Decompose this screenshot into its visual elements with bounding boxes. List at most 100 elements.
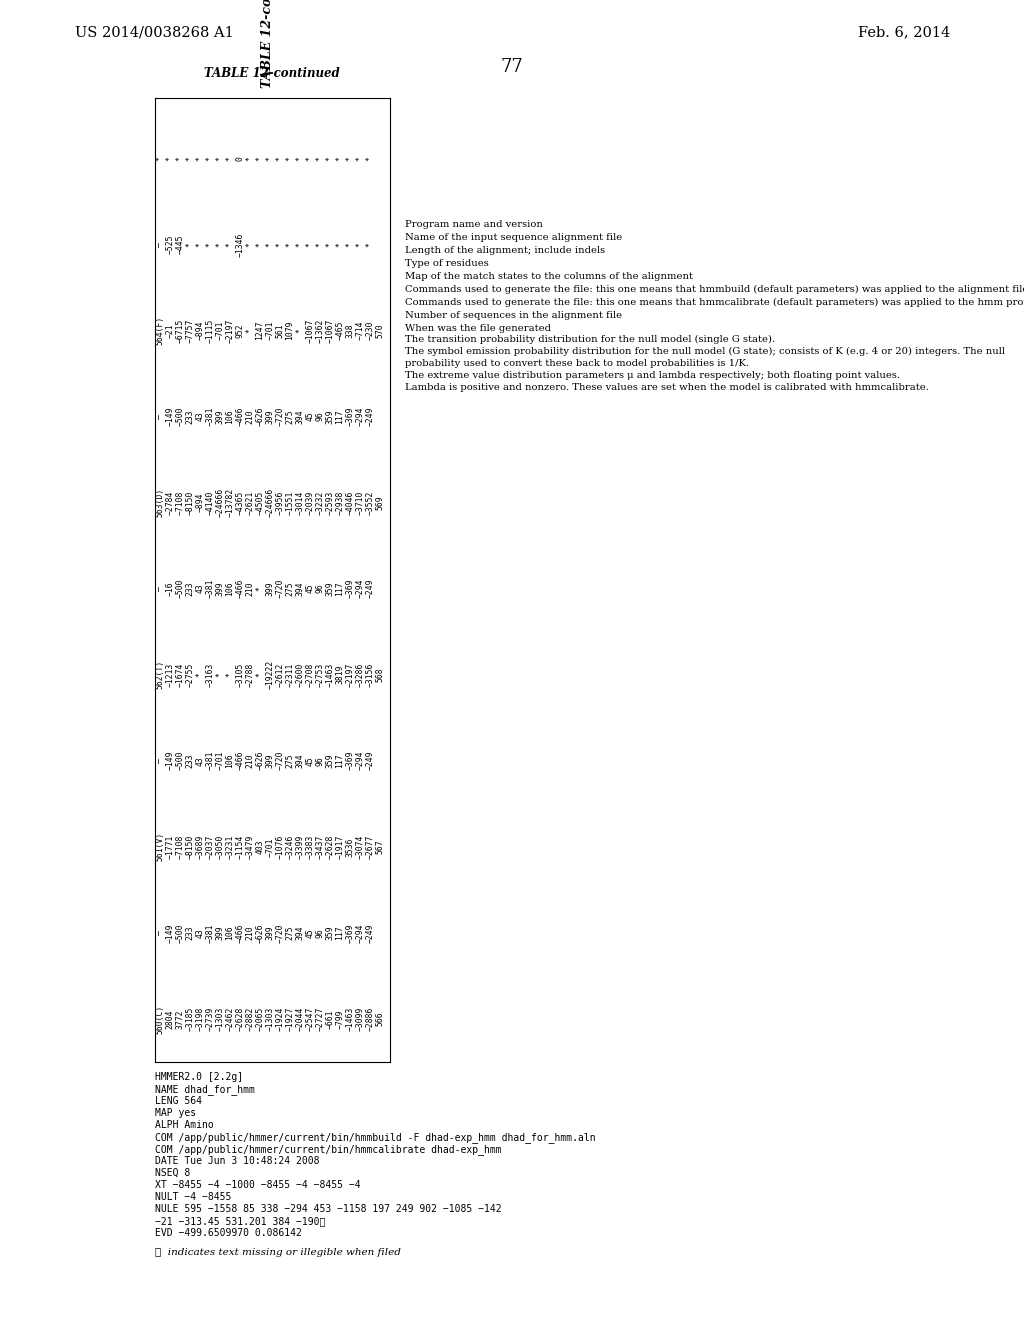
Text: 106: 106 xyxy=(225,925,234,940)
Text: −2708: −2708 xyxy=(305,663,314,686)
Text: −3399: −3399 xyxy=(296,834,304,859)
Text: −369: −369 xyxy=(345,407,354,426)
Text: −16: −16 xyxy=(166,581,174,595)
Text: −525: −525 xyxy=(166,235,174,253)
Text: *: * xyxy=(305,156,314,161)
Text: 399: 399 xyxy=(215,409,224,424)
Text: EVD −499.6509970 0.086142: EVD −499.6509970 0.086142 xyxy=(155,1228,302,1238)
Text: 1079: 1079 xyxy=(286,321,295,341)
Text: 3772: 3772 xyxy=(175,1010,184,1028)
Text: −294: −294 xyxy=(355,751,365,771)
Text: 275: 275 xyxy=(286,754,295,768)
Text: 43: 43 xyxy=(196,756,205,766)
Text: 45: 45 xyxy=(305,756,314,766)
Text: Commands used to generate the file: this one means that hmmbuild (default parame: Commands used to generate the file: this… xyxy=(406,285,1024,294)
Text: 564(F): 564(F) xyxy=(156,315,165,345)
Text: −3231: −3231 xyxy=(225,834,234,859)
Text: −369: −369 xyxy=(345,923,354,942)
Text: −3956: −3956 xyxy=(275,490,285,515)
Text: −1463: −1463 xyxy=(345,1007,354,1031)
Text: −149: −149 xyxy=(166,751,174,771)
Text: −249: −249 xyxy=(366,579,375,598)
Text: −294: −294 xyxy=(355,923,365,942)
Text: 96: 96 xyxy=(315,928,325,937)
Text: −3185: −3185 xyxy=(185,1007,195,1031)
Text: −714: −714 xyxy=(355,321,365,341)
Text: HMMER2.0 [2.2g]: HMMER2.0 [2.2g] xyxy=(155,1072,243,1082)
Text: −720: −720 xyxy=(275,751,285,771)
Text: −894: −894 xyxy=(196,321,205,341)
Text: *: * xyxy=(156,156,165,161)
Text: TABLE 12-continued: TABLE 12-continued xyxy=(261,0,274,88)
Text: 106: 106 xyxy=(225,409,234,424)
Text: 117: 117 xyxy=(336,581,344,595)
Text: 399: 399 xyxy=(265,754,274,768)
Text: −1771: −1771 xyxy=(166,834,174,859)
Text: 117: 117 xyxy=(336,409,344,424)
Text: *: * xyxy=(345,242,354,247)
Text: *: * xyxy=(256,586,264,591)
Text: XT −8455 −4 −1000 −8455 −4 −8455 −4: XT −8455 −4 −1000 −8455 −4 −8455 −4 xyxy=(155,1180,360,1191)
Text: −1115: −1115 xyxy=(206,318,214,343)
Text: *: * xyxy=(366,242,375,247)
Text: 43: 43 xyxy=(196,583,205,594)
Text: −3689: −3689 xyxy=(196,834,205,859)
Text: 3536: 3536 xyxy=(345,837,354,857)
Text: Feb. 6, 2014: Feb. 6, 2014 xyxy=(858,25,950,40)
Text: 567: 567 xyxy=(376,840,384,854)
Text: *: * xyxy=(286,242,295,247)
Text: *: * xyxy=(296,327,304,333)
Text: −2311: −2311 xyxy=(286,663,295,686)
Text: —: — xyxy=(156,758,165,763)
Text: −500: −500 xyxy=(175,751,184,771)
Text: 45: 45 xyxy=(305,583,314,594)
Text: 210: 210 xyxy=(246,925,255,940)
Text: −21 −313.45 531.201 384 −190Ⓡ: −21 −313.45 531.201 384 −190Ⓡ xyxy=(155,1216,326,1226)
Text: 233: 233 xyxy=(185,754,195,768)
Text: Ⓡ  indicates text missing or illegible when filed: Ⓡ indicates text missing or illegible wh… xyxy=(155,1247,400,1257)
Text: −2938: −2938 xyxy=(336,490,344,515)
Text: −249: −249 xyxy=(366,923,375,942)
Text: −381: −381 xyxy=(206,579,214,598)
Text: 570: 570 xyxy=(376,323,384,338)
Text: MAP yes: MAP yes xyxy=(155,1107,197,1118)
Text: *: * xyxy=(215,156,224,161)
Text: *: * xyxy=(185,242,195,247)
Text: −799: −799 xyxy=(336,1010,344,1028)
Text: 2804: 2804 xyxy=(166,1010,174,1028)
Text: −3552: −3552 xyxy=(366,490,375,515)
Text: −500: −500 xyxy=(175,407,184,426)
Text: *: * xyxy=(256,672,264,677)
Text: *: * xyxy=(336,242,344,247)
Text: *: * xyxy=(246,242,255,247)
Text: —: — xyxy=(156,242,165,247)
Text: −2065: −2065 xyxy=(256,1007,264,1031)
Text: *: * xyxy=(246,327,255,333)
Text: 96: 96 xyxy=(315,412,325,421)
Text: −894: −894 xyxy=(196,492,205,512)
Text: *: * xyxy=(246,156,255,161)
Text: −249: −249 xyxy=(366,751,375,771)
Text: −21: −21 xyxy=(166,323,174,338)
Text: *: * xyxy=(336,156,344,161)
Text: −2755: −2755 xyxy=(185,663,195,686)
Text: *: * xyxy=(196,242,205,247)
Text: −3479: −3479 xyxy=(246,834,255,859)
Text: −701: −701 xyxy=(215,751,224,771)
Text: 275: 275 xyxy=(286,581,295,595)
Text: −3014: −3014 xyxy=(296,490,304,515)
Text: −2462: −2462 xyxy=(225,1007,234,1031)
Text: −1917: −1917 xyxy=(336,834,344,859)
Text: *: * xyxy=(286,156,295,161)
Text: *: * xyxy=(215,672,224,677)
Text: 561: 561 xyxy=(275,323,285,338)
Text: Commands used to generate the file: this one means that hmmcalibrate (default pa: Commands used to generate the file: this… xyxy=(406,298,1024,308)
Text: The transition probability distribution for the null model (single G state).: The transition probability distribution … xyxy=(406,335,775,345)
Text: Length of the alignment; include indels: Length of the alignment; include indels xyxy=(406,246,605,255)
Text: *: * xyxy=(355,242,365,247)
Text: Number of sequences in the alignment file: Number of sequences in the alignment fil… xyxy=(406,312,623,319)
Text: NULT −4 −8455: NULT −4 −8455 xyxy=(155,1192,231,1203)
Text: −2621: −2621 xyxy=(246,490,255,515)
Text: 96: 96 xyxy=(315,583,325,594)
Text: −3105: −3105 xyxy=(236,663,245,686)
